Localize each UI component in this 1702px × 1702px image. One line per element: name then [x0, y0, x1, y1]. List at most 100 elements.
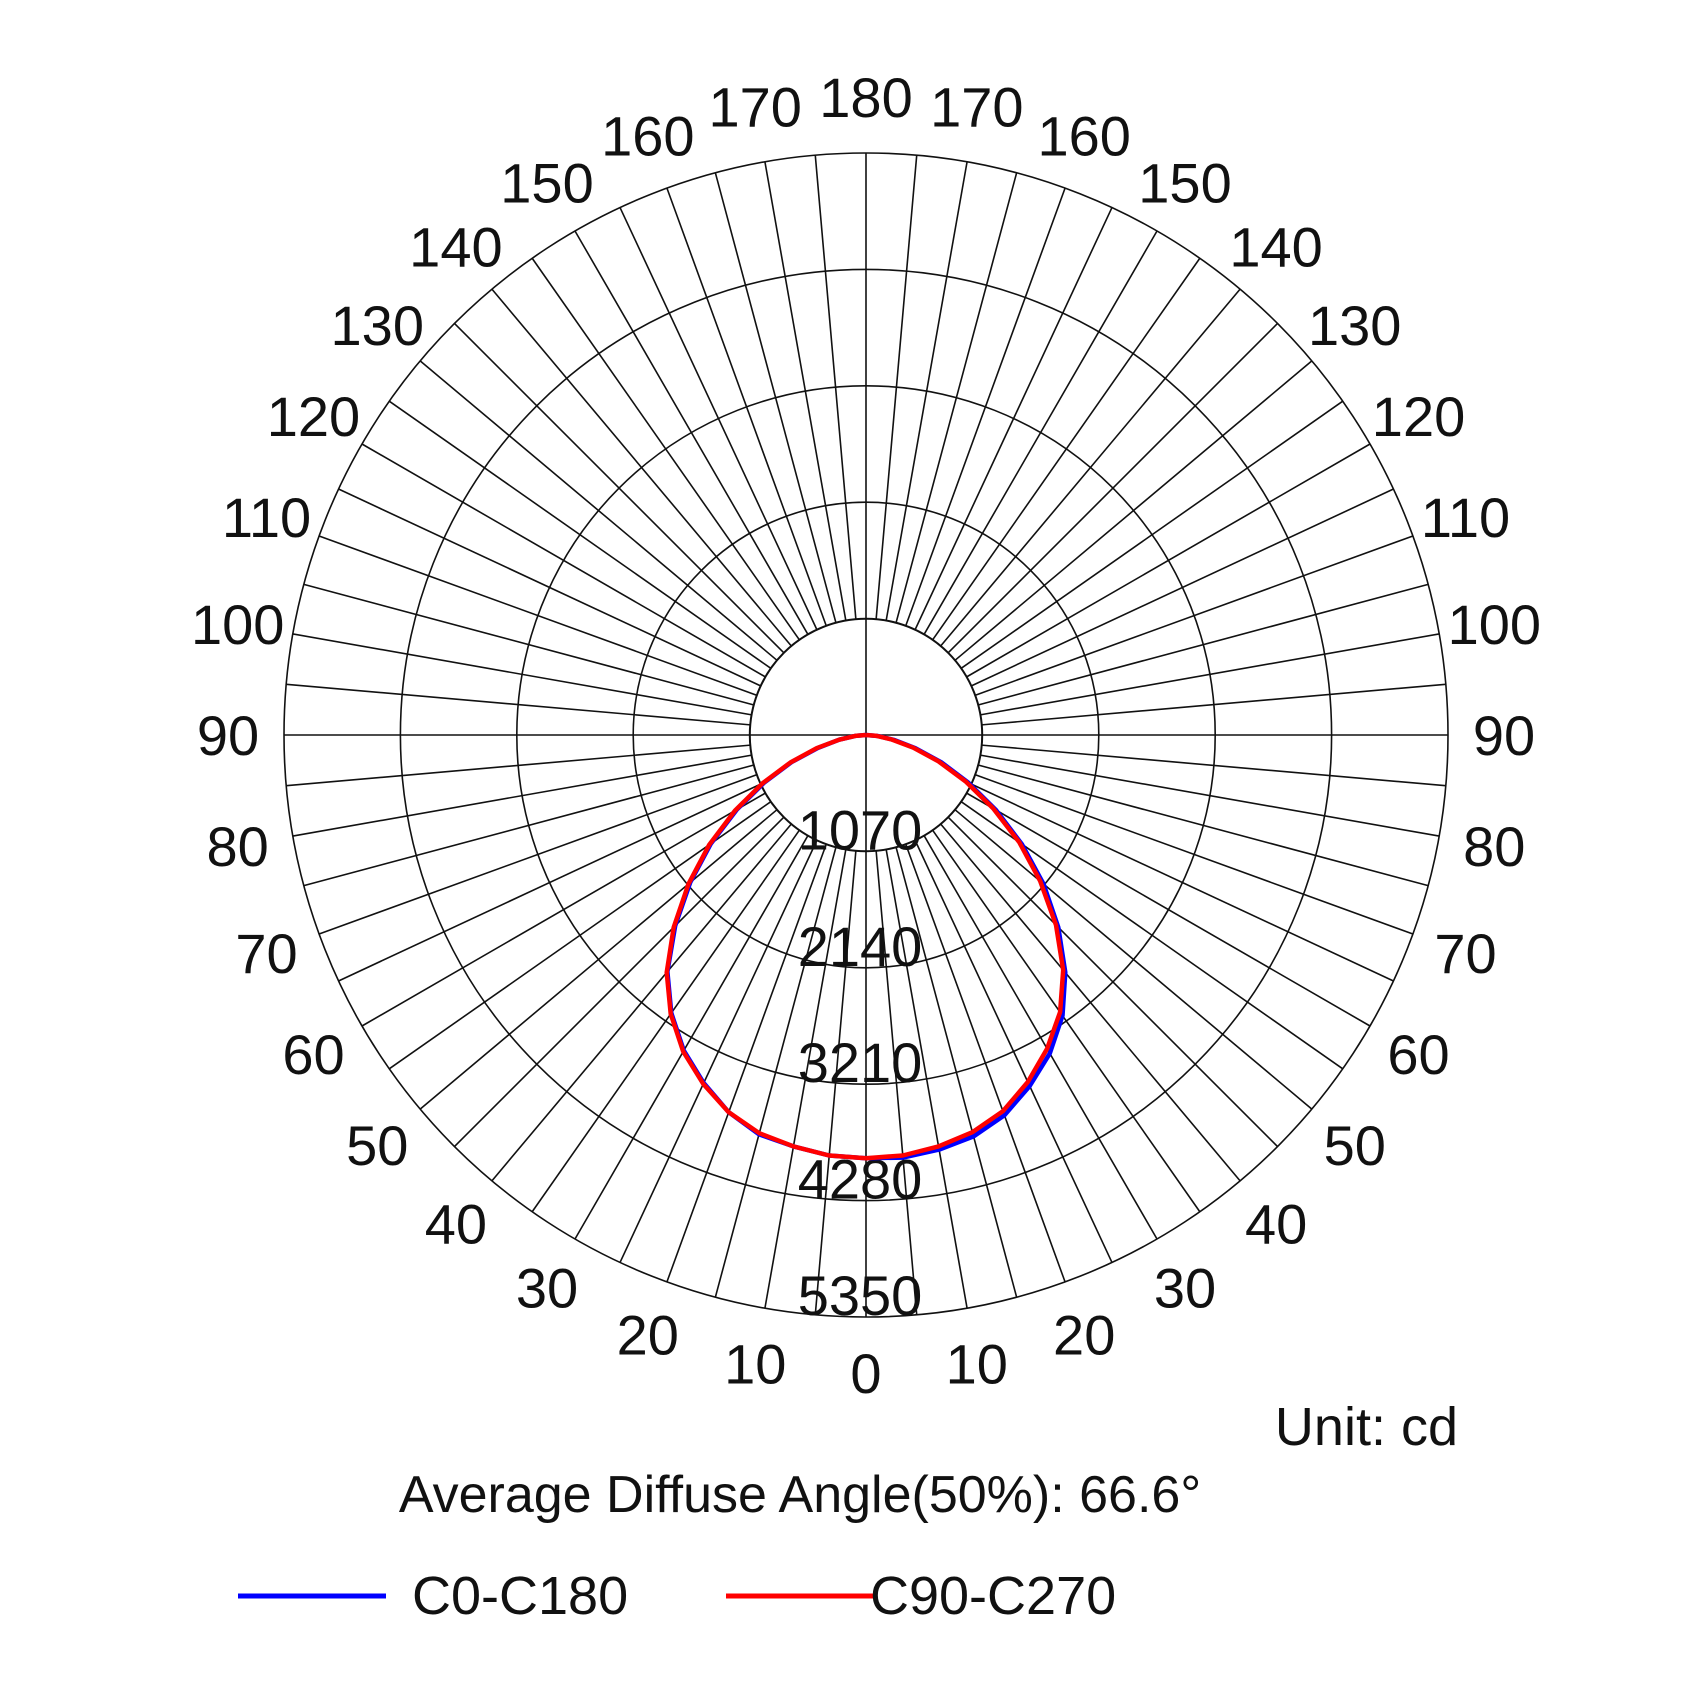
grid-spoke [303, 583, 755, 706]
grid-spoke [885, 849, 968, 1309]
grid-spoke [923, 835, 1158, 1240]
grid-spoke [453, 816, 785, 1148]
angle-tick-label: 60 [282, 1023, 344, 1086]
angle-tick-label: 50 [346, 1114, 408, 1177]
angle-tick-label: 80 [207, 815, 269, 878]
angle-tick-label: 20 [617, 1304, 679, 1367]
grid-spoke [947, 816, 1279, 1148]
grid-spoke [714, 172, 837, 624]
grid-spoke [875, 850, 918, 1315]
radial-tick-label: 1070 [798, 798, 923, 861]
grid-spoke [904, 187, 1066, 627]
grid-spoke [966, 792, 1371, 1027]
angle-tick-label: 170 [930, 76, 1023, 139]
grid-spoke [292, 633, 752, 716]
grid-spoke [619, 839, 818, 1263]
angle-tick-label: 150 [500, 151, 593, 214]
angle-tick-label: 120 [1372, 385, 1465, 448]
grid-spoke [939, 823, 1241, 1182]
grid-spoke [338, 783, 762, 982]
angle-tick-label: 130 [1308, 294, 1401, 357]
intensity-curves [664, 732, 1068, 1161]
angle-tick-label: 80 [1463, 815, 1525, 878]
grid-spoke [885, 161, 968, 621]
grid-spoke [977, 583, 1429, 706]
radial-tick-label: 5350 [798, 1264, 923, 1327]
grid-spoke [764, 161, 847, 621]
grid-spoke [419, 360, 778, 662]
grid-spoke [666, 187, 828, 627]
grid-spoke [974, 535, 1414, 697]
angle-tick-label: 70 [235, 922, 297, 985]
angle-tick-label: 110 [222, 486, 311, 549]
grid-spoke [574, 835, 809, 1240]
angle-tick-label: 40 [1245, 1193, 1307, 1256]
angle-tick-label: 110 [1421, 486, 1510, 549]
grid-spoke [931, 257, 1201, 641]
angle-tick-label: 60 [1387, 1023, 1449, 1086]
grid-spoke [954, 360, 1313, 662]
grid-spoke [966, 443, 1371, 678]
grid-spoke [875, 155, 918, 620]
chart-subtitle: Average Diffuse Angle(50%): 66.6° [399, 1466, 1201, 1524]
legend: C0-C180 C90-C270 [238, 1566, 1116, 1626]
angle-tick-label: 170 [708, 76, 801, 139]
grid-spoke [904, 843, 1066, 1283]
grid-spoke [292, 754, 752, 837]
grid-spoke [361, 792, 766, 1027]
grid-spoke [914, 839, 1113, 1263]
grid-spoke [970, 783, 1394, 982]
series-curve-c90-c270 [664, 732, 1066, 1161]
angle-tick-label: 100 [191, 593, 284, 656]
angle-tick-label: 90 [197, 704, 259, 767]
grid-spoke [980, 633, 1440, 716]
grid-spoke [939, 288, 1241, 647]
unit-label: Unit: cd [1275, 1397, 1458, 1457]
grid-spoke [895, 172, 1018, 624]
grid-spoke [981, 744, 1446, 787]
angle-tick-label: 140 [1229, 215, 1322, 278]
angle-tick-label: 150 [1138, 151, 1231, 214]
angle-tick-label: 120 [267, 385, 360, 448]
grid-spoke [895, 846, 1018, 1298]
grid-spoke [714, 846, 837, 1298]
grid-spoke [318, 535, 758, 697]
angle-tick-label: 160 [601, 104, 694, 167]
angle-tick-label: 100 [1448, 593, 1541, 656]
grid-spoke [303, 764, 755, 887]
angle-tick-label: 70 [1434, 922, 1496, 985]
angle-tick-label: 10 [946, 1332, 1008, 1395]
grid-spoke [970, 488, 1394, 687]
grid-spoke [947, 322, 1279, 654]
grid-spoke [491, 823, 793, 1182]
grid-spoke [531, 829, 801, 1213]
grid-spoke [453, 322, 785, 654]
angle-tick-label: 90 [1473, 704, 1535, 767]
angle-tick-label: 160 [1037, 104, 1130, 167]
grid-spoke [318, 773, 758, 935]
radial-tick-label: 2140 [798, 915, 923, 978]
grid-spoke [914, 207, 1113, 631]
angle-tick-label: 30 [516, 1257, 578, 1320]
radial-tick-label: 3210 [798, 1031, 923, 1094]
angle-tick-label: 30 [1154, 1257, 1216, 1320]
grid-spoke [574, 230, 809, 635]
angle-tick-label: 130 [331, 294, 424, 357]
grid-spoke [960, 400, 1344, 670]
angle-tick-label: 0 [850, 1342, 881, 1405]
angle-tick-label: 180 [819, 66, 912, 129]
grid-spoke [974, 773, 1414, 935]
grid-spoke [923, 230, 1158, 635]
grid-spoke [666, 843, 828, 1283]
legend-label-c90-c270: C90-C270 [870, 1566, 1116, 1626]
grid-spoke [764, 849, 847, 1309]
grid-spoke [814, 850, 857, 1315]
grid-spoke [814, 155, 857, 620]
angle-tick-label: 40 [425, 1193, 487, 1256]
grid-spoke [619, 207, 818, 631]
angle-tick-label: 50 [1324, 1114, 1386, 1177]
grid-spoke [980, 754, 1440, 837]
angle-tick-label: 140 [409, 215, 502, 278]
